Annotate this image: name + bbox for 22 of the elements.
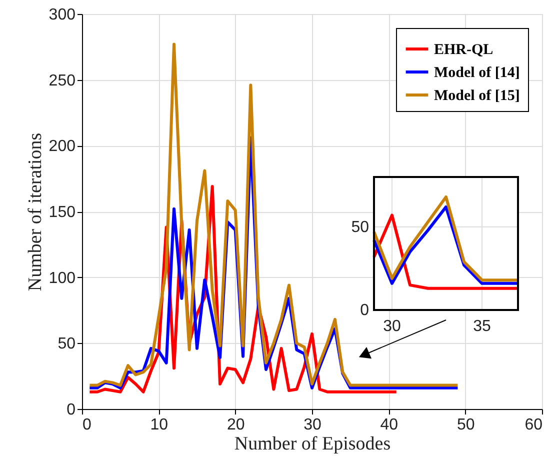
x-tick-label: 50	[456, 416, 475, 434]
x-tick-label: 10	[150, 416, 168, 434]
x-axis-title: Number of Episodes	[234, 434, 391, 454]
legend-label: Model of [15]	[434, 88, 520, 104]
y-tick-label: 300	[48, 6, 76, 24]
y-axis-title: Number of iterations	[24, 132, 46, 292]
legend-label: Model of [14]	[434, 65, 520, 81]
legend-label: EHR-QL	[434, 42, 494, 58]
x-tick-label: 20	[226, 416, 245, 434]
y-tick-label: 0	[66, 402, 76, 418]
x-tick-label: 0	[82, 416, 92, 434]
y-tick-label: 250	[48, 72, 76, 90]
x-tick-label: 60	[524, 416, 543, 434]
y-tick-label: 150	[48, 204, 76, 221]
x-tick-label: 35	[473, 318, 491, 335]
line-series	[372, 214, 520, 290]
y-tick-label: 200	[48, 138, 76, 156]
y-tick-label: 100	[48, 270, 76, 287]
x-tick-label: 30	[383, 318, 401, 335]
y-tick-label: 50	[58, 336, 76, 353]
x-tick-label: 40	[380, 416, 398, 434]
x-tick-label: 30	[304, 416, 322, 434]
